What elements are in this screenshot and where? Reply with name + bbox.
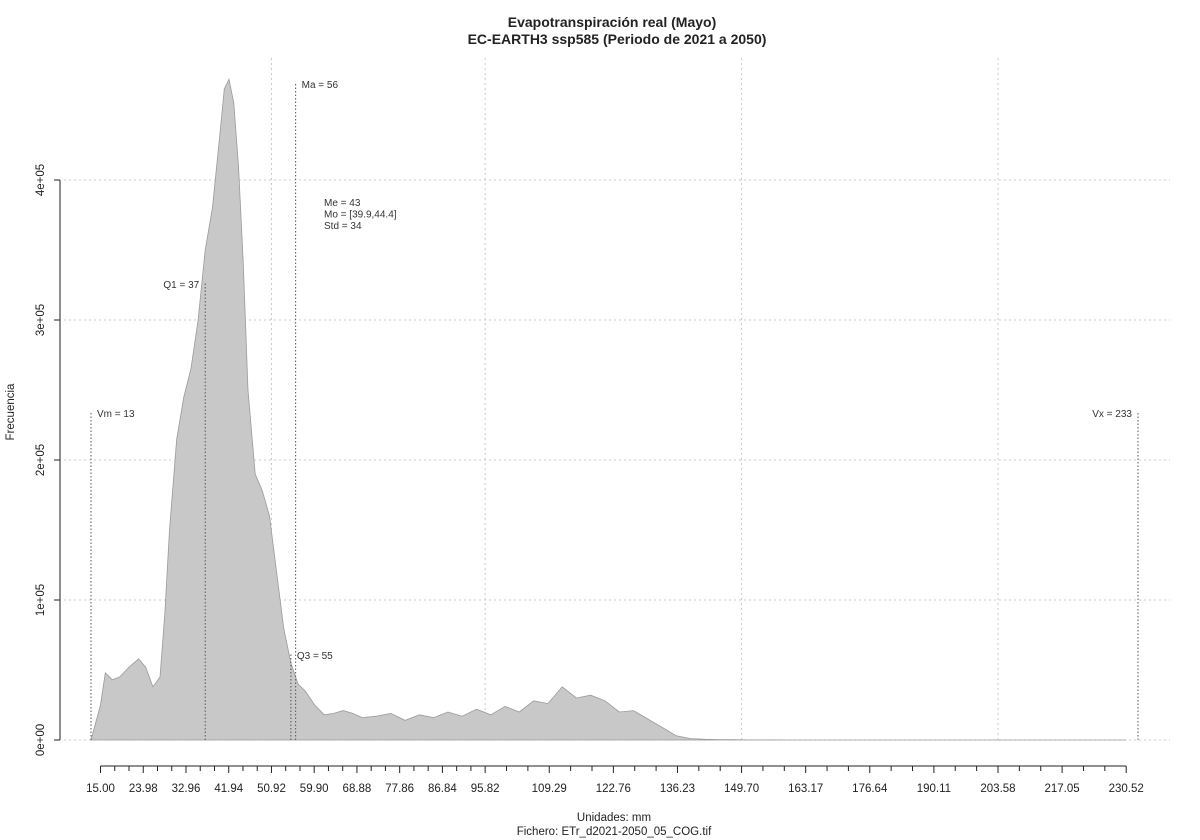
x-tick-label: 230.52 xyxy=(1109,783,1144,795)
density-area-shape xyxy=(90,77,1127,741)
y-axis: 0e+00 1e+05 2e+05 3e+05 4e+05 xyxy=(35,164,61,756)
file-caption: Fichero: ETr_d2021-2050_05_COG.tif xyxy=(517,826,712,838)
x-tick-label: 176.64 xyxy=(852,783,888,795)
x-tick-label: 136.23 xyxy=(660,783,695,795)
stat-line: Me = 43 xyxy=(324,198,361,209)
chart-title: Evapotranspiración real (Mayo) xyxy=(508,14,717,30)
stat-line: Mo = [39.9,44.4] xyxy=(324,210,397,221)
y-tick-label: 3e+05 xyxy=(35,304,47,336)
x-tick-label: 68.88 xyxy=(343,783,372,795)
ref-line-label: Ma = 56 xyxy=(302,80,339,91)
x-tick-label: 109.29 xyxy=(532,783,567,795)
x-tick-label: 15.00 xyxy=(86,783,115,795)
x-tick-label: 122.76 xyxy=(596,783,631,795)
x-tick-label: 50.92 xyxy=(257,783,286,795)
y-tick-label: 2e+05 xyxy=(35,444,47,476)
x-tick-label: 149.70 xyxy=(724,783,759,795)
x-axis-title: Unidades: mm xyxy=(577,812,651,824)
ref-line-label: Q3 = 55 xyxy=(297,651,333,662)
y-tick-label: 0e+00 xyxy=(35,724,47,756)
x-tick-label: 217.05 xyxy=(1044,783,1079,795)
reference-lines: Vm = 13 Q1 = 37 Q3 = 55 Ma = 56 Vx = 233 xyxy=(90,80,1139,740)
y-tick-label: 1e+05 xyxy=(35,584,47,616)
ref-line-label: Vx = 233 xyxy=(1092,409,1132,420)
x-tick-label: 41.94 xyxy=(214,783,243,795)
x-tick-label: 190.11 xyxy=(917,783,951,795)
ref-line-label: Vm = 13 xyxy=(97,409,135,420)
x-tick-label: 32.96 xyxy=(172,783,201,795)
ref-line-label: Q1 = 37 xyxy=(163,280,199,291)
chart-subtitle: EC-EARTH3 ssp585 (Periodo de 2021 a 2050… xyxy=(468,31,767,47)
x-tick-label: 23.98 xyxy=(129,783,158,795)
x-tick-label: 59.90 xyxy=(300,783,329,795)
density-area xyxy=(90,77,1127,741)
x-axis: 15.00 23.98 32.96 41.94 50.92 59.90 68.88 77.86… xyxy=(86,765,1144,795)
x-tick-label: 86.84 xyxy=(428,783,457,795)
y-tick-label: 4e+05 xyxy=(35,164,47,196)
x-tick-label: 203.58 xyxy=(980,783,1015,795)
stat-line: Std = 34 xyxy=(324,221,362,232)
x-tick-label: 163.17 xyxy=(788,783,823,795)
y-axis-title: Frecuencia xyxy=(5,383,17,440)
x-tick-label: 77.86 xyxy=(385,783,414,795)
x-tick-label: 95.82 xyxy=(471,783,500,795)
